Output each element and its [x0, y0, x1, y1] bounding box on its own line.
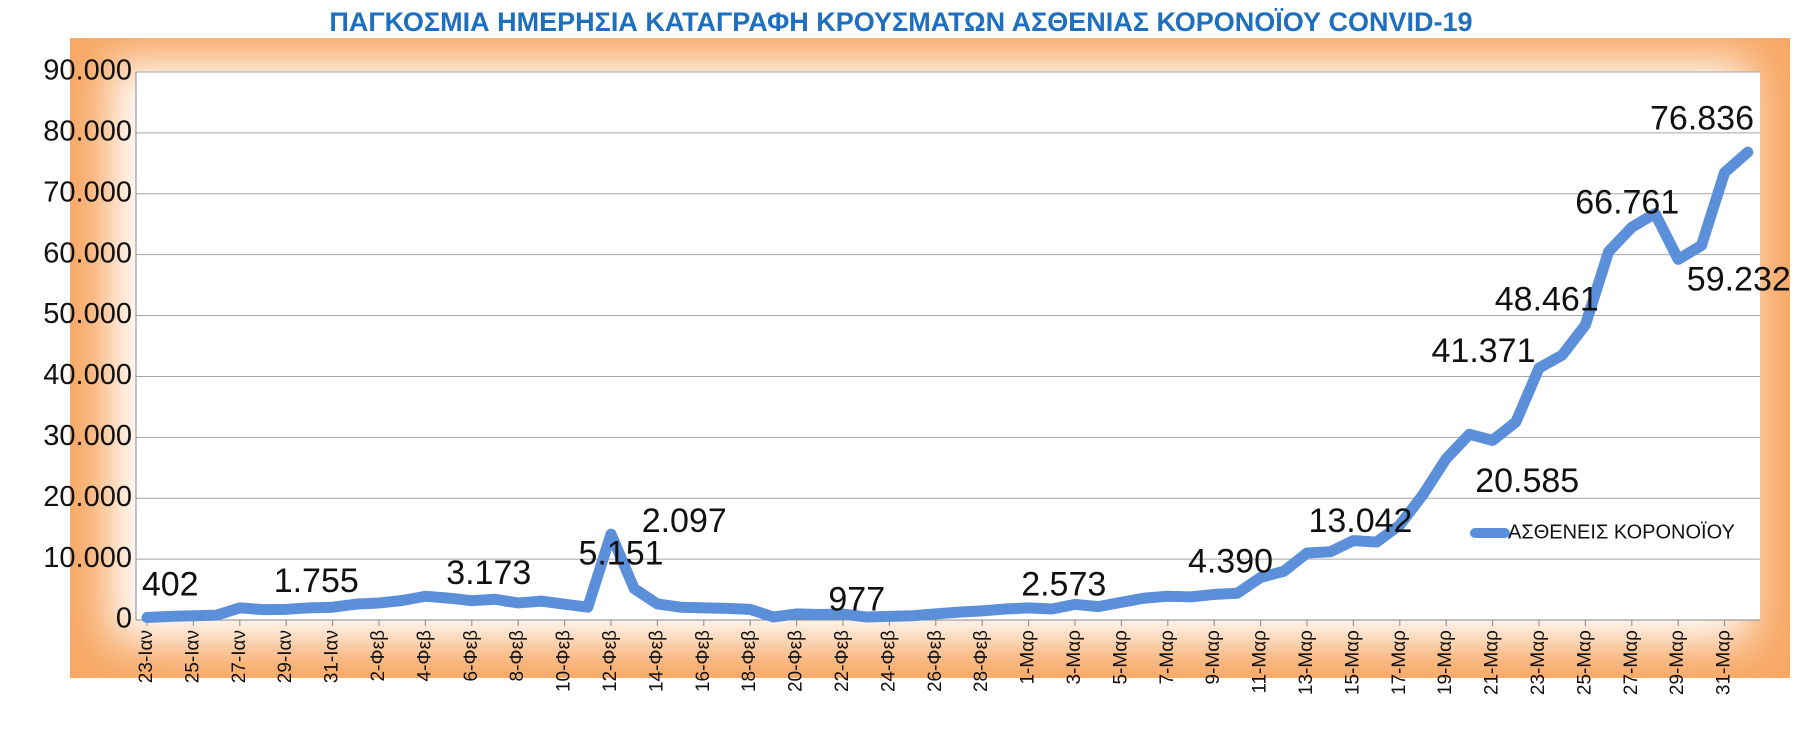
data-label: 13.042: [1308, 502, 1412, 540]
x-tick-label: 29-Ιαν: [275, 630, 296, 683]
x-tick-label: 27-Ιαν: [229, 630, 250, 683]
x-tick-label: 21-Μαρ: [1482, 630, 1503, 695]
x-tick-label: 7-Μαρ: [1157, 630, 1178, 685]
x-tick-label: 19-Μαρ: [1435, 630, 1456, 695]
x-tick-label: 8-Φεβ: [507, 630, 528, 682]
y-tick-label: 60.000: [43, 237, 132, 269]
x-tick-label: 23-Ιαν: [136, 630, 157, 683]
x-tick-label: 11-Μαρ: [1250, 630, 1271, 694]
x-tick-label: 12-Φεβ: [600, 630, 621, 692]
y-tick-label: 10.000: [43, 542, 132, 574]
x-tick-label: 31-Ιαν: [322, 630, 343, 683]
x-tick-label: 16-Φεβ: [693, 630, 714, 692]
data-label: 402: [142, 565, 199, 603]
data-label: 76.836: [1650, 100, 1754, 138]
x-tick-label: 14-Φεβ: [646, 630, 667, 692]
x-tick-label: 4-Φεβ: [414, 630, 435, 682]
data-label: 4.390: [1188, 542, 1273, 580]
data-label: 66.761: [1575, 184, 1679, 222]
data-label: 2.097: [642, 502, 727, 540]
y-tick-label: 70.000: [43, 176, 132, 208]
data-label: 20.585: [1475, 462, 1579, 500]
x-tick-label: 1-Μαρ: [1018, 630, 1039, 685]
data-label: 2.573: [1021, 565, 1106, 603]
x-tick-label: 20-Φεβ: [786, 630, 807, 692]
series-line: [141, 146, 1754, 624]
x-tick-label: 3-Μαρ: [1064, 630, 1085, 685]
data-label: 5.151: [578, 534, 663, 572]
x-tick-label: 26-Φεβ: [925, 630, 946, 692]
x-tick-label: 2-Φεβ: [368, 630, 389, 682]
x-tick-label: 22-Φεβ: [832, 630, 853, 692]
x-tick-label: 24-Φεβ: [878, 630, 899, 692]
y-tick-label: 50.000: [43, 298, 132, 330]
y-tick-label: 0: [116, 603, 132, 635]
x-tick-label: 13-Μαρ: [1296, 630, 1317, 695]
y-tick-label: 20.000: [43, 481, 132, 513]
y-tick-label: 90.000: [43, 55, 132, 87]
x-tick-label: 15-Μαρ: [1342, 630, 1363, 695]
data-label: 48.461: [1495, 280, 1599, 318]
x-tick-label: 25-Μαρ: [1574, 630, 1595, 695]
data-label: 59.232: [1687, 261, 1791, 299]
x-tick-label: 27-Μαρ: [1621, 630, 1642, 695]
x-tick-label: 18-Φεβ: [739, 630, 760, 692]
data-label: 3.173: [446, 554, 531, 592]
x-tick-label: 9-Μαρ: [1203, 630, 1224, 685]
y-tick-label: 30.000: [43, 420, 132, 452]
x-tick-label: 23-Μαρ: [1528, 630, 1549, 695]
x-tick-label: 10-Φεβ: [554, 630, 575, 692]
x-tick-label: 25-Ιαν: [182, 630, 203, 683]
x-tick-label: 29-Μαρ: [1667, 630, 1688, 695]
data-label: 41.371: [1432, 332, 1536, 370]
y-tick-label: 40.000: [43, 359, 132, 391]
x-tick-label: 5-Μαρ: [1110, 630, 1131, 685]
x-tick-label: 6-Φεβ: [461, 630, 482, 682]
data-label: 1.755: [274, 562, 359, 600]
x-tick-label: 28-Φεβ: [971, 630, 992, 692]
chart-title: ΠΑΓΚΟΣΜΙΑ ΗΜΕΡΗΣΙΑ ΚΑΤΑΓΡΑΦΗ ΚΡΟΥΣΜΑΤΩΝ …: [329, 7, 1472, 37]
y-tick-label: 80.000: [43, 116, 132, 148]
x-tick-label: 17-Μαρ: [1389, 630, 1410, 695]
x-tick-label: 31-Μαρ: [1714, 630, 1735, 695]
legend-label: ΑΣΘΕΝΕΙΣ ΚΟΡΟΝΟΪΟΥ: [1508, 521, 1735, 543]
data-label: 977: [828, 580, 885, 618]
